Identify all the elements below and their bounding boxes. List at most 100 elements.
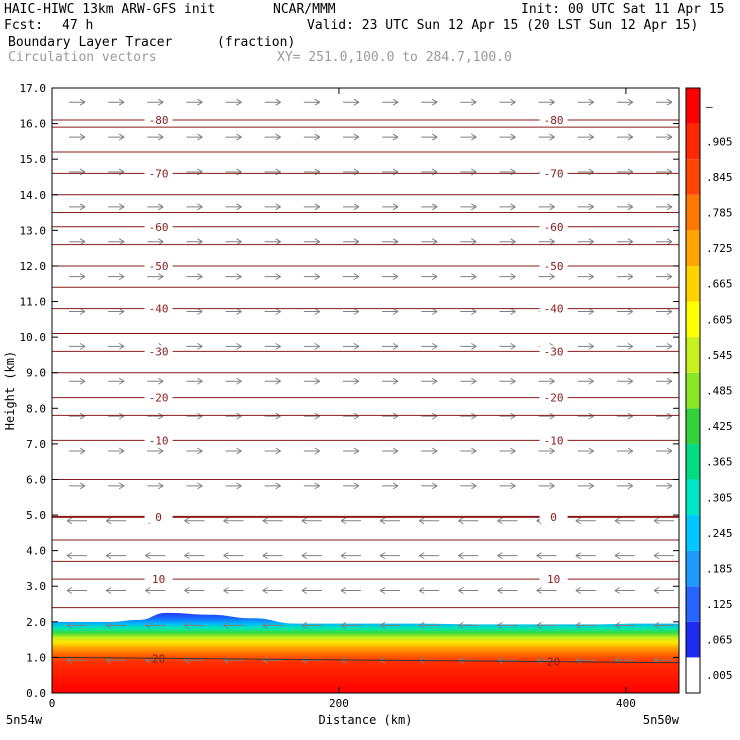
vector-arrow — [108, 342, 125, 350]
isotherm-label: -30 — [149, 345, 169, 358]
vector-arrow — [264, 133, 281, 141]
vector-arrow — [460, 98, 477, 106]
vector-arrow — [460, 203, 477, 211]
vector-arrow — [147, 482, 164, 490]
vector-arrow — [303, 98, 321, 106]
colorbar-swatch — [686, 230, 700, 266]
vector-arrow — [108, 98, 125, 106]
vector-arrow — [616, 447, 634, 455]
fcst-value: 47 h — [62, 18, 94, 33]
vector-arrow — [382, 133, 399, 141]
colorbar-swatch — [686, 301, 700, 338]
colorbar-swatch — [686, 443, 700, 480]
vector-arrow — [418, 587, 440, 594]
vector-arrow — [342, 377, 360, 385]
vector-arrow — [616, 342, 634, 350]
vector-arrow — [538, 447, 555, 455]
vector-arrow — [303, 273, 321, 281]
vector-arrow — [458, 517, 479, 525]
y-tick-label: 11.0 — [20, 296, 47, 309]
vector-arrow — [262, 587, 283, 594]
isotherm-label-bg — [144, 573, 173, 586]
vector-arrow — [653, 552, 674, 560]
x-end-label-right: 5n50w — [643, 713, 680, 727]
vector-arrow — [105, 517, 127, 525]
colorbar-frame — [685, 87, 701, 694]
vector-arrow — [614, 552, 635, 560]
colorbar-swatch — [686, 88, 700, 124]
vector-arrow — [421, 98, 438, 106]
vector-arrow — [577, 342, 594, 350]
colorbar-swatch — [686, 621, 700, 658]
isotherm-label: 10 — [547, 573, 560, 586]
y-tick-label: 6.0 — [26, 473, 46, 486]
isotherm-label-bg — [144, 345, 173, 358]
vector-arrow — [421, 447, 438, 455]
vector-arrow — [147, 203, 164, 211]
vector-arrow — [499, 342, 516, 350]
colorbar-tick-label: .905 — [706, 135, 733, 148]
vector-arrow — [340, 621, 361, 629]
y-tick-label: 14.0 — [20, 189, 47, 202]
vector-arrow — [225, 482, 242, 490]
isotherm-label: -10 — [544, 434, 564, 447]
isotherm-label: -10 — [149, 434, 169, 447]
vector-arrow — [538, 273, 555, 281]
vector-arrow — [342, 342, 360, 350]
vector-arrow — [186, 273, 203, 281]
y-tick-label: 2.0 — [26, 616, 46, 629]
vector-arrow — [421, 133, 438, 141]
vector-arrow — [342, 98, 360, 106]
vector-arrow — [69, 273, 86, 281]
isotherm-label-bg — [539, 345, 568, 358]
vector-arrow — [458, 552, 479, 560]
vector-arrow — [69, 342, 86, 350]
colorbar-swatch — [686, 372, 700, 409]
org-title: NCAR/MMM — [273, 2, 336, 17]
vector-arrow — [614, 621, 635, 629]
vector-arrow — [499, 377, 516, 385]
y-tick-label: 1.0 — [26, 651, 46, 664]
vector-arrow — [145, 621, 166, 629]
vector-arrow — [340, 587, 361, 594]
vector-arrow — [303, 377, 321, 385]
y-tick-label: 8.0 — [26, 402, 46, 415]
isotherm-label-bg — [144, 167, 173, 180]
isotherm-label-bg — [144, 510, 173, 523]
vector-arrow — [536, 587, 557, 594]
vector-arrow — [382, 342, 399, 350]
vector-arrow — [301, 587, 322, 594]
vector-arrow — [379, 587, 401, 594]
vector-arrow — [303, 447, 321, 455]
vector-arrow — [225, 377, 242, 385]
vector-arrow — [460, 447, 477, 455]
vector-arrow — [66, 587, 87, 594]
vector-arrow — [616, 133, 634, 141]
isotherm-label-bg — [539, 573, 568, 586]
vector-arrow — [145, 552, 166, 560]
colorbar-tick-label: .005 — [706, 669, 733, 682]
isotherm-label: -70 — [149, 167, 169, 180]
vector-arrow — [497, 587, 518, 594]
vector-arrow — [616, 98, 634, 106]
y-tick-label: 7.0 — [26, 438, 46, 451]
vector-arrow — [379, 517, 401, 525]
vector-arrow — [186, 447, 203, 455]
vector-arrow — [616, 273, 634, 281]
init-time: Init: 00 UTC Sat 11 Apr 15 — [521, 2, 725, 17]
vector-arrow — [342, 133, 360, 141]
vector-arrow — [301, 517, 322, 525]
y-tick-label: 13.0 — [20, 224, 47, 237]
isotherm-label: -40 — [544, 303, 564, 316]
y-tick-label: 10.0 — [20, 331, 47, 344]
isotherm-label-bg — [539, 302, 568, 315]
vector-arrow — [225, 203, 242, 211]
vector-arrow — [105, 552, 127, 560]
isotherm-label-bg — [539, 510, 568, 523]
vector-arrow — [656, 482, 673, 490]
vector-arrow — [105, 587, 127, 594]
vector-arrow — [69, 377, 86, 385]
vector-arrow — [186, 203, 203, 211]
vector-arrow — [418, 517, 440, 525]
y-tick-label: 3.0 — [26, 580, 46, 593]
